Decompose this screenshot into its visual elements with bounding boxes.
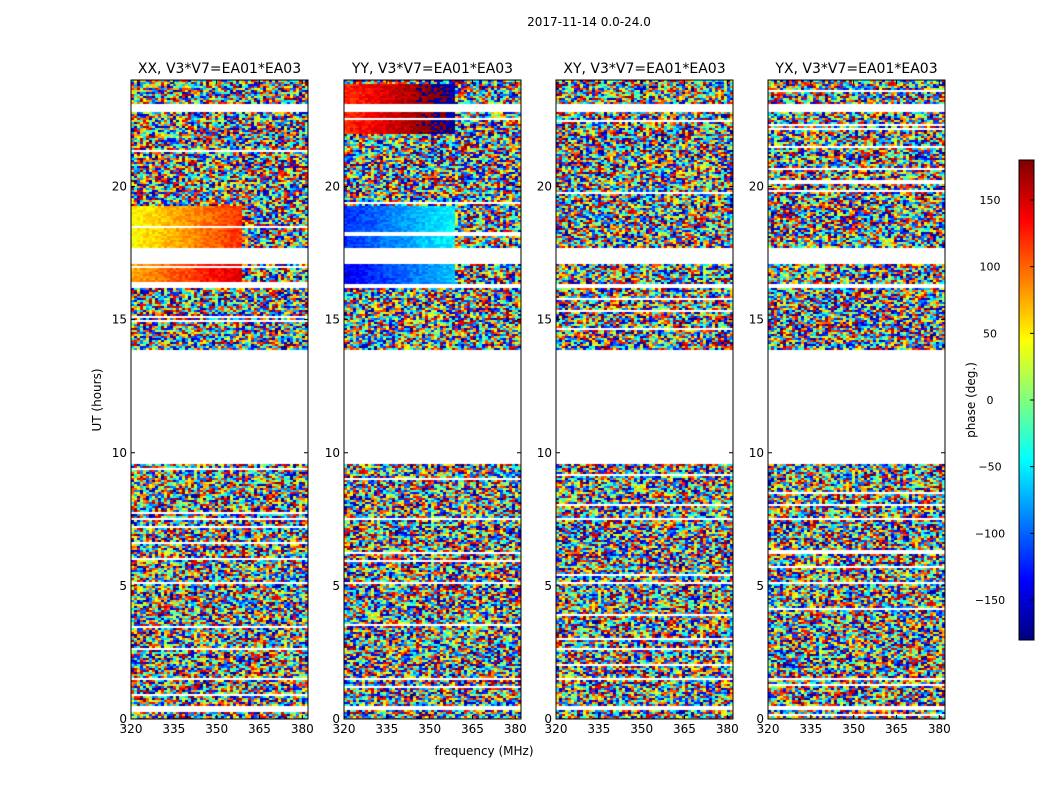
x-tick-label: 320 — [120, 722, 143, 736]
heatmap-panel: XY, V3*V7=EA01*EA03 320 335 350 365 380 0 5 10 15… — [537, 61, 739, 736]
heatmap-panel: XX, V3*V7=EA01*EA03 320 335 350 365 380 0 5 10 15… — [112, 61, 314, 736]
x-tick-label: 380 — [716, 722, 739, 736]
panel-frame — [343, 79, 522, 720]
x-tick-label: 350 — [630, 722, 653, 736]
x-tick-label: 320 — [333, 722, 356, 736]
x-tick-label: 350 — [842, 722, 865, 736]
y-tick-label: 5 — [756, 579, 764, 593]
y-tick-label: 5 — [332, 579, 340, 593]
x-tick-label: 365 — [461, 722, 484, 736]
y-tick-label: 15 — [325, 313, 340, 327]
y-tick-label: 0 — [332, 712, 340, 726]
panel-title: YX, V3*V7=EA01*EA03 — [774, 61, 937, 77]
y-tick-label: 5 — [544, 579, 552, 593]
x-tick-label: 350 — [418, 722, 441, 736]
colorbar: 150 100 50 0 −50 −100 −150 phase (deg.) — [964, 159, 1035, 641]
y-tick-label: 20 — [749, 180, 764, 194]
y-tick-label: 0 — [544, 712, 552, 726]
figure-suptitle: 2017-11-14 0.0-24.0 — [527, 15, 651, 29]
panel-frame — [767, 79, 946, 720]
x-tick-label: 335 — [162, 722, 185, 736]
y-tick-label: 15 — [749, 313, 764, 327]
heatmap-panels: XX, V3*V7=EA01*EA03 320 335 350 365 380 0 5 10 15… — [112, 61, 951, 736]
x-tick-label: 350 — [205, 722, 228, 736]
y-tick-label: 10 — [537, 446, 552, 460]
y-tick-label: 20 — [325, 180, 340, 194]
x-tick-label: 380 — [928, 722, 951, 736]
heatmap-panel: YX, V3*V7=EA01*EA03 320 335 350 365 380 0 5 10 15… — [749, 61, 951, 736]
y-tick-label: 0 — [119, 712, 127, 726]
heatmap-image — [131, 80, 308, 719]
colorbar-tick-label: 150 — [980, 194, 1001, 207]
colorbar-tick-label: 50 — [983, 327, 997, 340]
x-tick-label: 380 — [291, 722, 314, 736]
y-tick-label: 15 — [537, 313, 552, 327]
heatmap-image — [344, 80, 521, 719]
x-tick-label: 320 — [757, 722, 780, 736]
y-tick-label: 20 — [112, 180, 127, 194]
x-tick-label: 320 — [545, 722, 568, 736]
heatmap-image — [556, 80, 733, 719]
y-tick-label: 20 — [537, 180, 552, 194]
heatmap-image — [768, 80, 945, 719]
y-tick-label: 5 — [119, 579, 127, 593]
x-tick-label: 335 — [375, 722, 398, 736]
panel-title: XY, V3*V7=EA01*EA03 — [563, 61, 725, 77]
y-tick-label: 10 — [112, 446, 127, 460]
y-tick-label: 0 — [756, 712, 764, 726]
colorbar-label: phase (deg.) — [964, 362, 978, 438]
colorbar-tick-label: −100 — [975, 527, 1005, 540]
x-tick-label: 365 — [248, 722, 271, 736]
colorbar-tick-label: 100 — [980, 261, 1001, 274]
colorbar-tick-label: −150 — [975, 594, 1005, 607]
colorbar-tick-label: −50 — [978, 461, 1001, 474]
y-axis-label: UT (hours) — [90, 368, 104, 431]
panel-frame — [555, 79, 734, 720]
y-tick-label: 15 — [112, 313, 127, 327]
x-tick-label: 335 — [799, 722, 822, 736]
panel-title: YY, V3*V7=EA01*EA03 — [351, 61, 513, 77]
x-tick-label: 380 — [504, 722, 527, 736]
y-tick-label: 10 — [325, 446, 340, 460]
x-tick-label: 365 — [885, 722, 908, 736]
x-axis-label: frequency (MHz) — [434, 744, 533, 758]
panel-frame — [130, 79, 309, 720]
colorbar-tick-label: 0 — [987, 394, 994, 407]
x-tick-label: 335 — [587, 722, 610, 736]
panel-title: XX, V3*V7=EA01*EA03 — [138, 61, 301, 77]
colorbar-ticks: 150 100 50 0 −50 −100 −150 — [975, 194, 1034, 607]
x-tick-label: 365 — [673, 722, 696, 736]
y-tick-label: 10 — [749, 446, 764, 460]
heatmap-panel: YY, V3*V7=EA01*EA03 320 335 350 365 380 0 5 10 15… — [325, 61, 527, 736]
